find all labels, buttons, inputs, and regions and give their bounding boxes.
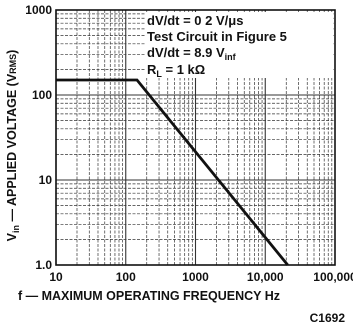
x-tick-label: 10,000	[247, 270, 284, 284]
annotation-line-3-sub: inf	[225, 52, 237, 62]
series-line	[56, 78, 289, 266]
y-axis-label-unit: RMS	[8, 54, 18, 74]
figure-code: C1692	[310, 311, 346, 325]
annotation-line-4: RL = 1 kΩ	[147, 62, 205, 79]
annotation-line-2: Test Circuit in Figure 5	[147, 29, 287, 44]
annotation-line-1: dV/dt = 0 2 V/μs	[147, 13, 243, 28]
y-tick-label: 1.0	[35, 258, 52, 272]
series-line-path	[56, 78, 289, 266]
annotation-line-3: dV/dt = 8.9 Vinf	[147, 45, 237, 62]
y-tick-label: 10	[39, 173, 53, 187]
y-axis-label-end: )	[5, 50, 19, 54]
annotation-line-4-main: R	[147, 62, 157, 77]
annotation-box	[145, 12, 333, 78]
annotation-line-3-main: dV/dt = 8.9 V	[147, 45, 225, 60]
y-axis-label-rest: — APPLIED VOLTAGE (V	[5, 73, 19, 225]
y-tick-labels: 1.0 10 100 1000	[25, 3, 52, 272]
x-tick-label: 100	[116, 270, 136, 284]
x-tick-labels: 10 100 1000 10,000 100,000	[49, 270, 353, 284]
annotation-line-4-rest: = 1 kΩ	[162, 62, 205, 77]
y-axis-label-main: V	[5, 232, 19, 241]
plot-frame	[55, 9, 336, 266]
x-tick-label: 10	[49, 270, 63, 284]
y-axis-label-sub: in	[11, 225, 21, 233]
y-axis-label: Vin — APPLIED VOLTAGE (VRMS)	[5, 50, 21, 242]
y-tick-label: 1000	[25, 3, 52, 17]
x-axis-label: f — MAXIMUM OPERATING FREQUENCY Hz	[18, 289, 280, 303]
x-tick-label: 100,000	[313, 270, 353, 284]
annotation-line-4-sub: L	[156, 69, 162, 79]
x-tick-label: 1000	[182, 270, 209, 284]
y-tick-label: 100	[32, 88, 52, 102]
